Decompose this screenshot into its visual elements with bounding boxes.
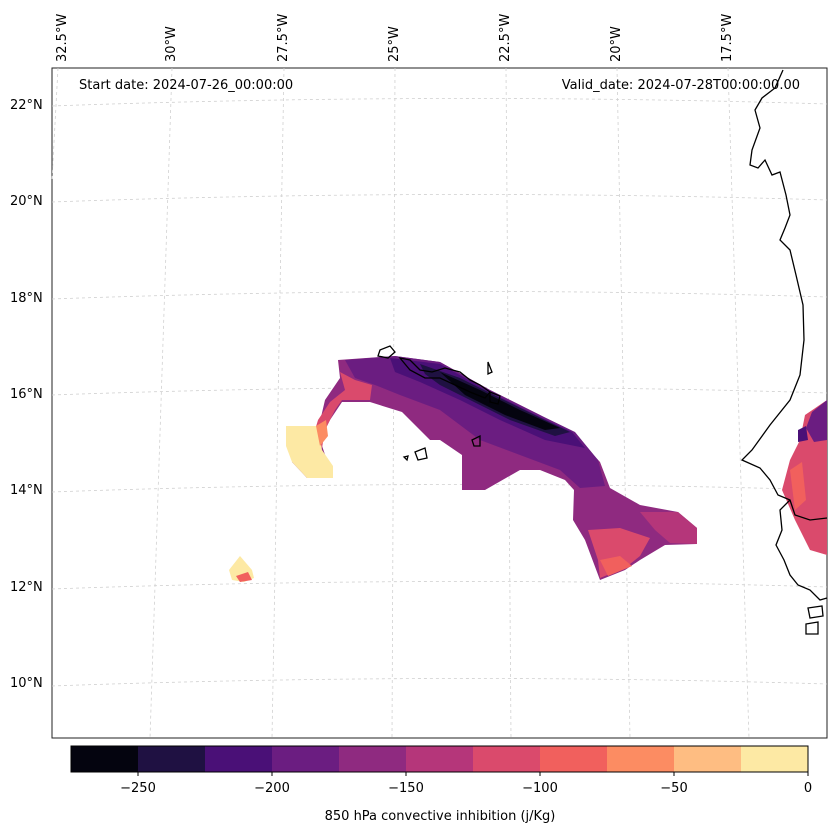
coastlines: [377, 69, 828, 635]
cin-contours-main: [292, 356, 697, 580]
lon-label-17-5w: 17.5°W: [720, 13, 735, 62]
colorbar-tick-m250: −250: [120, 781, 156, 796]
lon-label-20w: 20°W: [609, 26, 624, 62]
island-bijagos-2: [805, 621, 819, 635]
island-sao-nicolau: [398, 357, 491, 399]
meridian-20w: [616, 67, 631, 739]
parallel-10n: [51, 678, 828, 687]
cin-region-core: [345, 356, 605, 488]
parallel-22n: [51, 98, 828, 107]
island-santo-antao: [377, 345, 396, 359]
lat-label-18n: 18°N: [10, 291, 43, 306]
meridian-30w: [149, 67, 173, 739]
start-date-label: Start date: 2024-07-26_00:00:00: [79, 78, 294, 93]
graticule-parallels: [51, 98, 828, 687]
cin-contours-west: [286, 420, 333, 478]
cin-region-east-deep: [798, 426, 808, 442]
colorbar-segment: [339, 746, 406, 772]
parallel-12n: [51, 581, 828, 590]
colorbar-tick-m100: −100: [522, 781, 558, 796]
colorbar-tick-m50: −50: [660, 781, 688, 796]
island-santiago: [471, 434, 481, 447]
lon-label-32-5w: 32.5°W: [55, 13, 70, 62]
cin-region-west-patch: [286, 426, 333, 478]
cin-region-west-edge: [316, 420, 328, 446]
meridian-27-5w: [271, 67, 285, 739]
lat-label-16n: 16°N: [10, 387, 43, 402]
meridian-17-5w: [727, 67, 750, 739]
colorbar-segment: [205, 746, 272, 772]
lon-label-25w: 25°W: [387, 26, 402, 62]
colorbar-segment: [607, 746, 674, 772]
colorbar-segment: [540, 746, 607, 772]
cin-region-east-mid: [790, 462, 806, 510]
colorbar-tick-m200: −200: [254, 781, 290, 796]
colorbar: [70, 745, 809, 776]
colorbar-segment: [741, 746, 808, 772]
parallel-14n: [51, 484, 828, 493]
africa-coastline: [740, 69, 828, 521]
colorbar-segment: [138, 746, 205, 772]
meridian-32-5w: [51, 67, 59, 181]
cin-region-west-arm: [312, 372, 372, 448]
cin-contours-east: [782, 400, 827, 555]
lat-label-22n: 22°N: [10, 98, 43, 113]
cin-region-sw-core: [236, 572, 252, 582]
island-fogo: [414, 447, 428, 461]
cin-region-outer: [292, 356, 697, 580]
lon-label-30w: 30°W: [164, 26, 179, 62]
colorbar-segment: [272, 746, 339, 772]
colorbar-segment: [473, 746, 540, 772]
parallel-18n: [51, 291, 828, 300]
island-sal: [487, 361, 493, 376]
colorbar-segment: [71, 746, 138, 772]
lat-label-10n: 10°N: [10, 676, 43, 691]
cin-region-east-inner: [806, 400, 827, 442]
colorbar-segment: [406, 746, 473, 772]
africa-coastline-south: [775, 499, 828, 601]
cin-contours-southwest: [229, 556, 254, 582]
meridian-25w: [391, 67, 396, 739]
colorbar-segment: [674, 746, 741, 772]
lon-label-22-5w: 22.5°W: [498, 13, 513, 62]
meridian-22-5w: [505, 67, 512, 739]
lon-label-27-5w: 27.5°W: [276, 13, 291, 62]
colorbar-outline: [70, 745, 809, 773]
island-boa-vista: [489, 391, 501, 405]
cin-region-east-tail: [640, 512, 697, 544]
colorbar-label: 850 hPa convective inhibition (j/Kg): [324, 809, 556, 824]
graticule-meridians: [51, 67, 750, 739]
colorbar-tick-m150: −150: [388, 781, 424, 796]
lat-label-12n: 12°N: [10, 580, 43, 595]
lat-label-14n: 14°N: [10, 483, 43, 498]
parallel-20n: [51, 194, 828, 203]
valid-date-label: Valid_date: 2024-07-28T00:00:00.00: [561, 78, 800, 93]
island-brava: [402, 455, 409, 462]
lat-label-20n: 20°N: [10, 194, 43, 209]
colorbar-tick-0: 0: [803, 781, 813, 796]
island-bijagos-1: [807, 605, 824, 619]
parallel-16n: [51, 387, 828, 396]
cin-region-south-tip: [600, 556, 632, 576]
cin-region-min: [440, 372, 560, 430]
